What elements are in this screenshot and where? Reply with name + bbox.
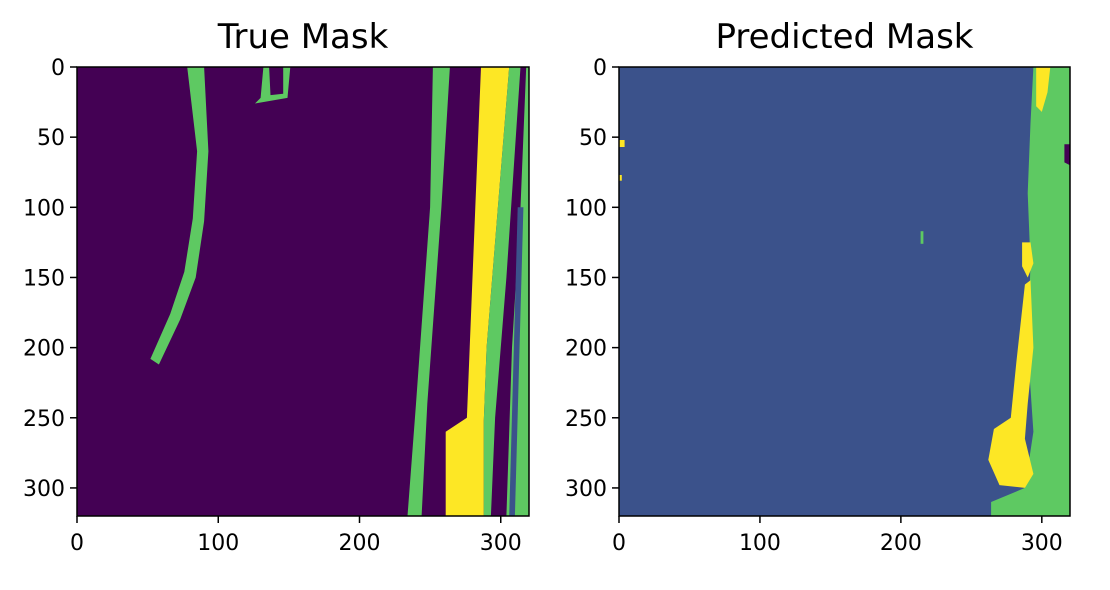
mask-region-class1 — [255, 67, 291, 104]
y-tick-label: 150 — [565, 266, 607, 291]
y-tick-label: 50 — [579, 126, 607, 151]
x-tick-label: 100 — [197, 531, 239, 556]
mask-region-class1 — [920, 231, 924, 244]
y-tick-label: 100 — [565, 196, 607, 221]
mask-region-class2 — [1036, 67, 1051, 112]
mask-region-class1 — [150, 67, 209, 365]
x-tick-label: 200 — [880, 531, 922, 556]
x-tick-label: 0 — [612, 531, 626, 556]
y-tick-label: 50 — [37, 126, 65, 151]
mask-region-class1 — [407, 67, 450, 516]
mask-region-background — [77, 67, 529, 516]
y-tick-label: 300 — [565, 477, 607, 502]
mask-region-class2 — [988, 280, 1034, 488]
axes-frame — [618, 66, 1071, 517]
y-tick-label: 100 — [23, 196, 65, 221]
mask-image — [619, 67, 1070, 516]
y-tick-label: 300 — [23, 477, 65, 502]
chart-title: Predicted Mask — [716, 17, 974, 57]
x-tick-label: 200 — [339, 531, 381, 556]
mask-region-class2 — [619, 140, 625, 147]
y-tick-label: 0 — [593, 56, 607, 81]
x-tick-label: 0 — [70, 531, 84, 556]
y-tick-label: 0 — [51, 56, 65, 81]
y-tick-label: 250 — [565, 407, 607, 432]
y-tick-label: 150 — [23, 266, 65, 291]
mask-region-background — [619, 67, 1070, 516]
mask-image — [77, 67, 529, 516]
chart-title: True Mask — [217, 17, 389, 57]
mask-region-class2 — [1022, 242, 1034, 278]
panel-2: Predicted Mask 0 100 200 300 0 50 100 150 200 250 3… — [565, 17, 1071, 556]
mask-region-class3 — [509, 207, 524, 516]
panel-1: True Mask 0 100 200 300 0 50 100 150 200 250 300 — [23, 17, 530, 556]
x-tick-label: 300 — [480, 531, 522, 556]
mask-region-class3 — [1064, 144, 1070, 166]
mask-region-class2 — [445, 67, 510, 516]
mask-region-class1 — [483, 67, 521, 516]
y-tick-label: 200 — [23, 337, 65, 362]
x-tick-label: 100 — [739, 531, 781, 556]
y-tick-label: 200 — [565, 337, 607, 362]
axes-frame — [76, 66, 530, 517]
y-tick-label: 250 — [23, 407, 65, 432]
x-tick-label: 300 — [1021, 531, 1063, 556]
